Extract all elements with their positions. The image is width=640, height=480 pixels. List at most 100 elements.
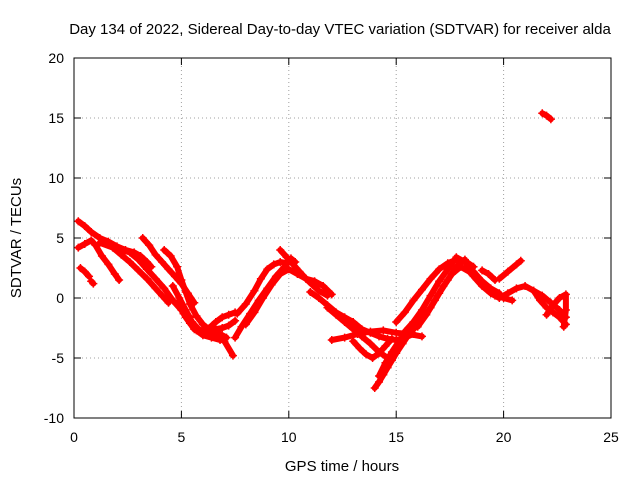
data-point (323, 303, 332, 312)
data-point (231, 333, 240, 342)
x-tick-label: 0 (70, 429, 78, 445)
data-point (276, 270, 285, 278)
data-point (379, 326, 388, 335)
series-track-aa (495, 256, 525, 283)
y-tick-label: 0 (56, 290, 64, 306)
series-track-d (87, 277, 98, 288)
data-point (387, 334, 396, 343)
data-point (375, 372, 384, 380)
data-point (151, 284, 160, 293)
data-point (104, 260, 113, 269)
data-point (422, 310, 431, 319)
data-point (233, 309, 242, 318)
data-point (74, 243, 83, 252)
data-point (478, 266, 487, 275)
data-point (332, 310, 341, 319)
data-point (319, 282, 328, 290)
data-point (164, 265, 173, 274)
data-point (400, 308, 409, 317)
data-point (80, 267, 89, 276)
data-point (295, 267, 304, 276)
data-point (134, 255, 143, 264)
data-point (413, 322, 422, 331)
y-tick-label: 15 (48, 110, 64, 126)
data-point (158, 258, 167, 266)
data-point (353, 330, 362, 338)
series-track-n (233, 258, 291, 318)
data-point (512, 260, 521, 269)
chart-title: Day 134 of 2022, Sidereal Day-to-day VTE… (69, 21, 611, 38)
series-track-ad (542, 290, 570, 331)
data-point (216, 336, 225, 344)
data-point (190, 325, 199, 334)
data-point (151, 274, 160, 283)
data-point (495, 294, 504, 302)
series-track-c (76, 264, 94, 281)
data-point (145, 241, 154, 250)
data-point (435, 277, 444, 286)
data-point (314, 286, 323, 295)
data-point (430, 296, 439, 305)
data-point (549, 301, 558, 310)
series-line (277, 247, 331, 299)
data-point (250, 286, 259, 295)
data-point (478, 282, 487, 290)
data-point (117, 246, 126, 254)
series-track-p (276, 246, 332, 300)
data-point (224, 321, 233, 330)
data-point (484, 270, 493, 278)
data-point (435, 265, 444, 274)
data-point (400, 327, 409, 336)
series-line (496, 257, 524, 282)
data-point (185, 300, 194, 308)
data-point (110, 270, 119, 278)
data-point (375, 349, 384, 358)
data-point (355, 344, 364, 353)
data-point (512, 284, 521, 293)
data-point (175, 294, 184, 302)
data-point (426, 291, 435, 300)
data-point (516, 256, 525, 265)
data-point (276, 258, 285, 266)
data-point (250, 308, 259, 317)
data-point (362, 350, 371, 359)
data-point (173, 298, 182, 307)
y-tick-label: 20 (48, 50, 64, 66)
data-point (561, 306, 570, 314)
data-point (74, 217, 83, 226)
data-series (74, 109, 570, 392)
data-point (218, 313, 227, 322)
data-point (349, 337, 358, 346)
data-point (521, 282, 530, 290)
data-point (448, 270, 457, 278)
data-point (80, 240, 89, 248)
y-tick-label: -5 (52, 350, 65, 366)
data-point (409, 296, 418, 305)
y-axis-label: SDTVAR / TECUs (8, 178, 25, 298)
data-point (241, 320, 250, 329)
data-point (173, 262, 182, 271)
data-point (89, 279, 98, 288)
data-point (218, 324, 227, 332)
data-point (192, 312, 201, 320)
data-point (368, 354, 377, 362)
data-point (231, 316, 240, 325)
data-point (115, 276, 124, 284)
x-tick-label: 25 (603, 429, 619, 445)
data-point (417, 285, 426, 294)
x-axis-label: GPS time / hours (285, 458, 399, 475)
data-point (289, 260, 298, 269)
data-point (370, 384, 379, 392)
series-track-b (74, 236, 124, 284)
series-track-t (349, 334, 396, 362)
data-point (555, 294, 564, 302)
data-point (259, 294, 268, 302)
x-tick-label: 15 (388, 429, 404, 445)
data-point (387, 348, 396, 356)
data-point (125, 258, 134, 266)
data-point (241, 300, 250, 308)
data-point (542, 111, 551, 120)
data-point (95, 238, 104, 247)
data-point (314, 294, 323, 302)
data-point (340, 318, 349, 326)
